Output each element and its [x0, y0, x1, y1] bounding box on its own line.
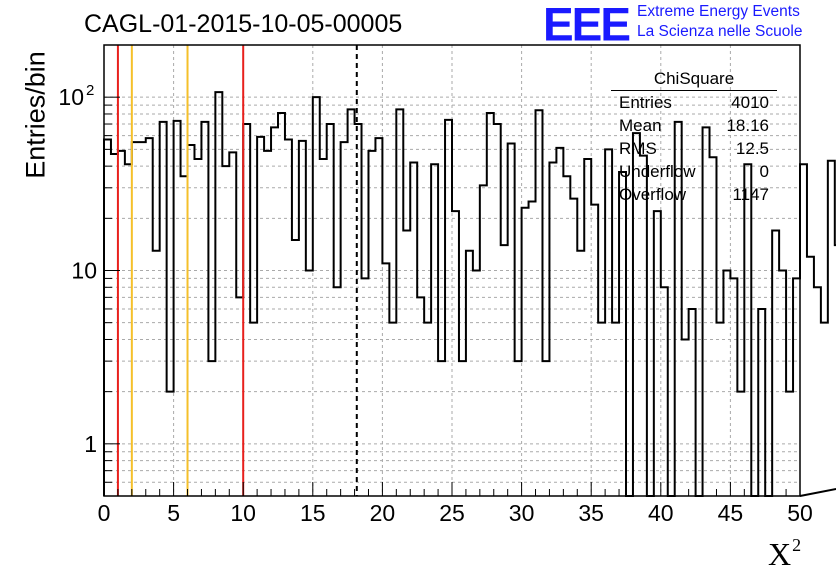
x-tick-label: 40: [648, 500, 674, 526]
x-tick-label: 25: [439, 500, 465, 526]
logo-line-2: La Scienza nelle Scuole: [637, 23, 803, 40]
stats-value: 1147: [732, 185, 769, 204]
stats-label: Entries: [619, 93, 672, 112]
x-axis-label: X2: [768, 535, 801, 573]
y-tick-label: 10: [58, 84, 84, 110]
stats-value: 4010: [731, 93, 769, 112]
axis-ticks: [103, 44, 801, 497]
y-tick-label-sup: 2: [86, 82, 94, 99]
x-axis-label-base: X: [768, 536, 792, 572]
stats-label: Underflow: [619, 162, 696, 181]
x-tick-label: 50: [787, 500, 813, 526]
stats-row: Entries 4010: [611, 91, 777, 114]
stats-row: Mean 18.16: [611, 114, 777, 137]
x-tick-label: 10: [230, 500, 256, 526]
stats-value: 0: [759, 162, 769, 181]
stats-label: Overflow: [619, 185, 687, 204]
stats-title: ChiSquare: [611, 68, 777, 91]
stats-label: Mean: [619, 116, 662, 135]
x-tick-label: 5: [167, 500, 180, 526]
histogram: [103, 91, 836, 497]
x-tick-label: 15: [300, 500, 326, 526]
eee-logo-icon: EEE: [543, 0, 631, 51]
stats-label: RMS: [619, 139, 657, 158]
stats-row: Underflow 0: [611, 160, 777, 183]
stats-box: ChiSquare Entries 4010 Mean 18.16 RMS 12.5 …: [611, 68, 777, 206]
x-axis-label-sup: 2: [792, 535, 802, 555]
y-axis-label: Entries/bin: [20, 51, 51, 179]
x-tick-label: 45: [718, 500, 744, 526]
stats-row: Overflow 1147: [611, 183, 777, 206]
x-tick-label: 20: [370, 500, 396, 526]
x-tick-label: 0: [98, 500, 111, 526]
stats-value: 12.5: [735, 139, 769, 158]
histogram-step-line: [103, 91, 836, 497]
y-tick-label: 1: [84, 431, 97, 457]
y-tick-label: 10: [71, 258, 97, 284]
x-tick-label: 30: [509, 500, 535, 526]
chart-title: CAGL-01-2015-10-05-00005: [84, 10, 403, 38]
logo-line-1: Extreme Energy Events: [637, 3, 800, 20]
x-tick-label: 35: [578, 500, 604, 526]
stats-row: RMS 12.5: [611, 137, 777, 160]
stats-value: 18.16: [726, 116, 769, 135]
